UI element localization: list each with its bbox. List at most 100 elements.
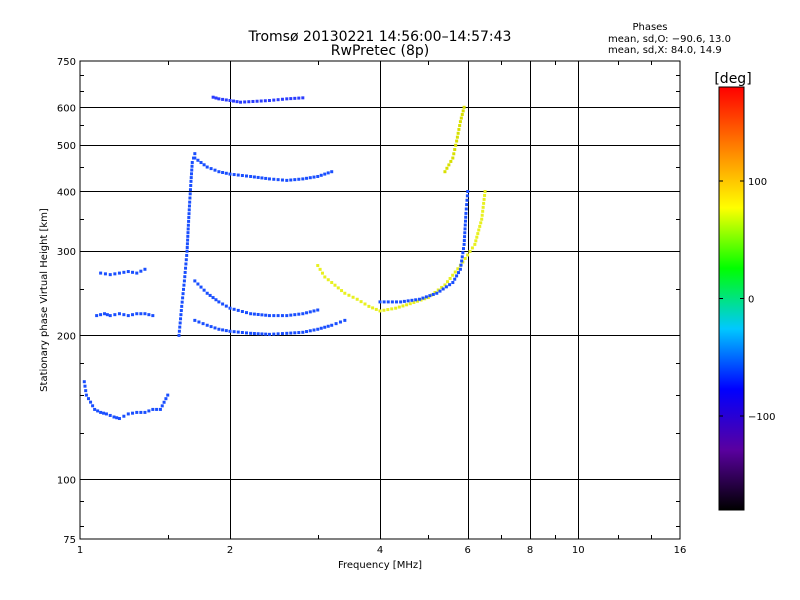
data-point: [347, 293, 351, 297]
data-point: [82, 380, 86, 384]
data-point: [193, 318, 197, 322]
data-point: [280, 97, 284, 101]
data-point: [410, 298, 414, 302]
data-point: [143, 312, 147, 316]
data-point: [186, 231, 190, 235]
data-point: [326, 171, 330, 175]
data-point: [289, 331, 293, 335]
data-point: [247, 100, 251, 104]
data-point: [289, 313, 293, 317]
data-point: [461, 247, 465, 251]
data-point: [251, 99, 255, 103]
data-point: [452, 152, 456, 156]
data-point: [245, 311, 249, 315]
data-point: [143, 410, 147, 414]
chart-subtitle: RwPretec (8p): [331, 43, 429, 59]
data-point: [193, 279, 197, 283]
data-point: [470, 246, 474, 250]
data-point: [336, 286, 340, 290]
data-point: [199, 285, 203, 289]
data-point: [481, 205, 485, 209]
data-point: [122, 414, 126, 418]
data-point: [330, 170, 334, 174]
data-point: [395, 300, 399, 304]
data-point: [378, 300, 382, 304]
phases-o-line: mean, sd,O: −90.6, 13.0: [608, 34, 731, 45]
data-point: [475, 235, 479, 239]
data-point: [180, 300, 184, 304]
data-point: [221, 328, 225, 332]
data-point: [382, 300, 386, 304]
data-point: [338, 320, 342, 324]
data-point: [185, 242, 189, 246]
data-point: [305, 311, 309, 315]
data-point: [113, 313, 117, 317]
y-tick-label: 75: [63, 535, 76, 546]
data-point: [460, 259, 464, 263]
data-point: [99, 313, 103, 317]
data-point: [459, 263, 463, 267]
data-point: [323, 275, 327, 279]
data-point: [245, 331, 249, 335]
data-point: [252, 175, 256, 179]
data-point: [221, 97, 225, 101]
data-point: [408, 302, 412, 306]
data-point: [147, 409, 151, 413]
data-point: [276, 332, 280, 336]
data-point: [464, 207, 468, 211]
data-point: [232, 307, 236, 311]
data-point: [323, 325, 327, 329]
data-point: [276, 314, 280, 318]
y-tick-label: 200: [57, 331, 76, 342]
data-point: [267, 177, 271, 181]
data-point: [179, 309, 183, 313]
data-point: [465, 203, 469, 207]
data-point: [333, 283, 337, 287]
data-point: [143, 267, 147, 271]
data-point: [252, 332, 256, 336]
data-point: [430, 293, 434, 297]
data-point: [188, 196, 192, 200]
data-point: [280, 178, 284, 182]
data-point: [460, 255, 464, 259]
data-point: [289, 97, 293, 101]
data-point: [166, 393, 170, 397]
data-point: [390, 300, 394, 304]
data-point: [308, 329, 312, 333]
data-point: [297, 312, 301, 316]
y-tick-label: 300: [57, 247, 76, 258]
data-point: [319, 173, 323, 177]
data-point: [103, 272, 107, 276]
data-point: [351, 295, 355, 299]
data-point: [458, 267, 462, 271]
data-point: [205, 165, 209, 169]
data-point: [177, 333, 181, 337]
data-point: [280, 314, 284, 318]
colorbar-ticks: 100 0 −100: [719, 177, 775, 423]
data-point: [453, 148, 457, 152]
data-point: [126, 270, 130, 274]
data-point: [202, 288, 206, 292]
data-point: [421, 296, 425, 300]
data-point: [187, 208, 191, 212]
data-point: [405, 303, 409, 307]
data-point: [297, 177, 301, 181]
data-point: [208, 293, 212, 297]
data-point: [462, 242, 466, 246]
data-point: [99, 410, 103, 414]
data-point: [151, 314, 155, 318]
phases-title: Phases: [632, 22, 667, 33]
data-point: [224, 171, 228, 175]
data-point: [461, 251, 465, 255]
data-point: [433, 291, 437, 295]
data-point: [301, 312, 305, 316]
data-points: [82, 95, 487, 421]
data-point: [205, 323, 209, 327]
data-point: [458, 124, 462, 128]
data-point: [112, 415, 116, 419]
y-tick-label: 600: [57, 103, 76, 114]
data-point: [117, 417, 121, 421]
data-point: [95, 314, 99, 318]
data-point: [480, 213, 484, 217]
data-point: [462, 239, 466, 243]
